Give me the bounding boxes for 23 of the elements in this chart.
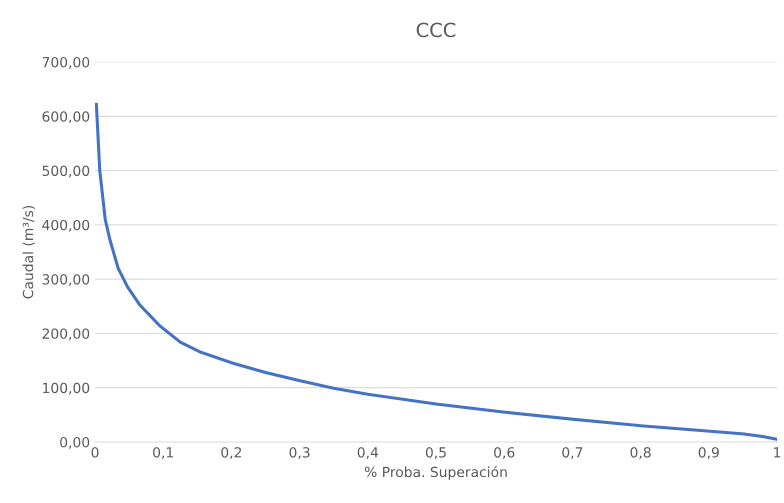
x-tick-label: 0,5 <box>426 447 446 460</box>
x-tick-label: 0 <box>91 447 98 458</box>
y-tick-label: 0,00 <box>60 436 90 449</box>
x-tick-label: 0,1 <box>153 447 173 460</box>
y-tick-label: 700,00 <box>42 56 90 69</box>
x-tick-label: 0,7 <box>562 447 582 460</box>
x-tick-label: 0,2 <box>221 447 242 460</box>
x-axis-title: % Proba. Superación <box>364 466 507 480</box>
x-tick-label: 1 <box>774 447 780 458</box>
y-tick-label: 400,00 <box>42 220 90 232</box>
y-axis-title: Caudal (m³/s) <box>22 206 35 298</box>
x-tick-label: 0,6 <box>494 447 514 460</box>
y-tick-label: 200,00 <box>42 328 90 340</box>
y-tick-label: 500,00 <box>42 166 90 178</box>
y-tick-label: 300,00 <box>42 274 90 286</box>
x-tick-label: 0,9 <box>698 447 719 460</box>
y-tick-label: 600,00 <box>42 111 90 124</box>
line-series <box>95 102 777 441</box>
x-tick-label: 0,3 <box>289 447 310 460</box>
y-tick-label: 100,00 <box>43 382 90 395</box>
chart-title: CCC <box>416 22 456 38</box>
x-tick-label: 0,8 <box>630 447 651 460</box>
x-tick-label: 0,4 <box>358 447 378 460</box>
